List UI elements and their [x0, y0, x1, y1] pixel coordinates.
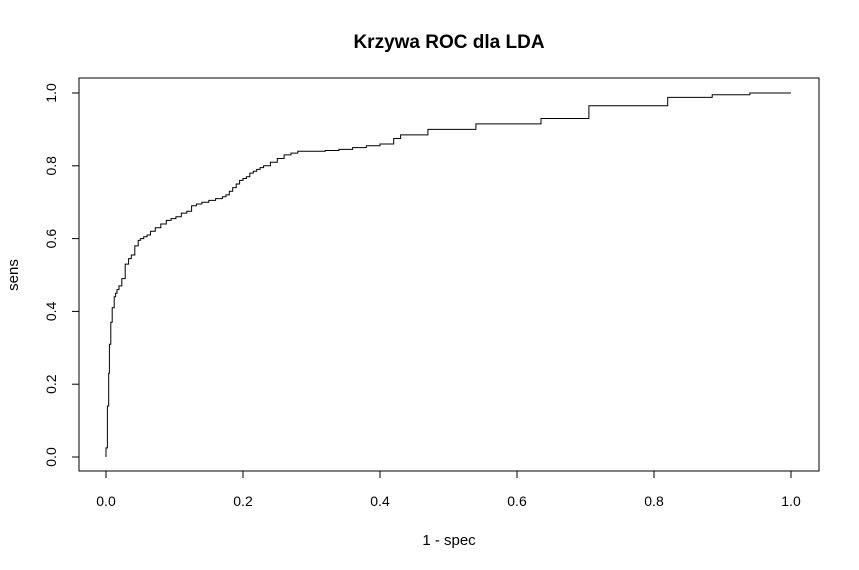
- plot-frame: [78, 77, 820, 472]
- x-tick-label: 0.6: [507, 493, 527, 509]
- chart-title: Krzywa ROC dla LDA: [353, 32, 544, 53]
- x-tick-label: 0.8: [644, 493, 664, 509]
- y-axis: 0.0 0.2 0.4 0.6 0.8 1.0: [43, 83, 80, 467]
- y-tick-label: 0.2: [43, 374, 59, 394]
- y-tick-label: 0.4: [43, 301, 59, 321]
- y-tick-label: 0.8: [43, 156, 59, 176]
- x-tick-label: 1.0: [781, 493, 801, 509]
- x-tick-label: 0.0: [96, 493, 116, 509]
- y-tick-label: 0.6: [43, 229, 59, 249]
- x-tick-label: 0.4: [370, 493, 390, 509]
- y-axis-label: sens: [5, 259, 22, 291]
- y-tick-label: 1.0: [43, 83, 59, 103]
- y-tick-label: 0.0: [43, 447, 59, 467]
- x-axis: 0.0 0.2 0.4 0.6 0.8 1.0: [96, 470, 801, 509]
- roc-curve-line: [105, 92, 791, 457]
- x-axis-label: 1 - spec: [422, 532, 476, 549]
- x-tick-label: 0.2: [233, 493, 253, 509]
